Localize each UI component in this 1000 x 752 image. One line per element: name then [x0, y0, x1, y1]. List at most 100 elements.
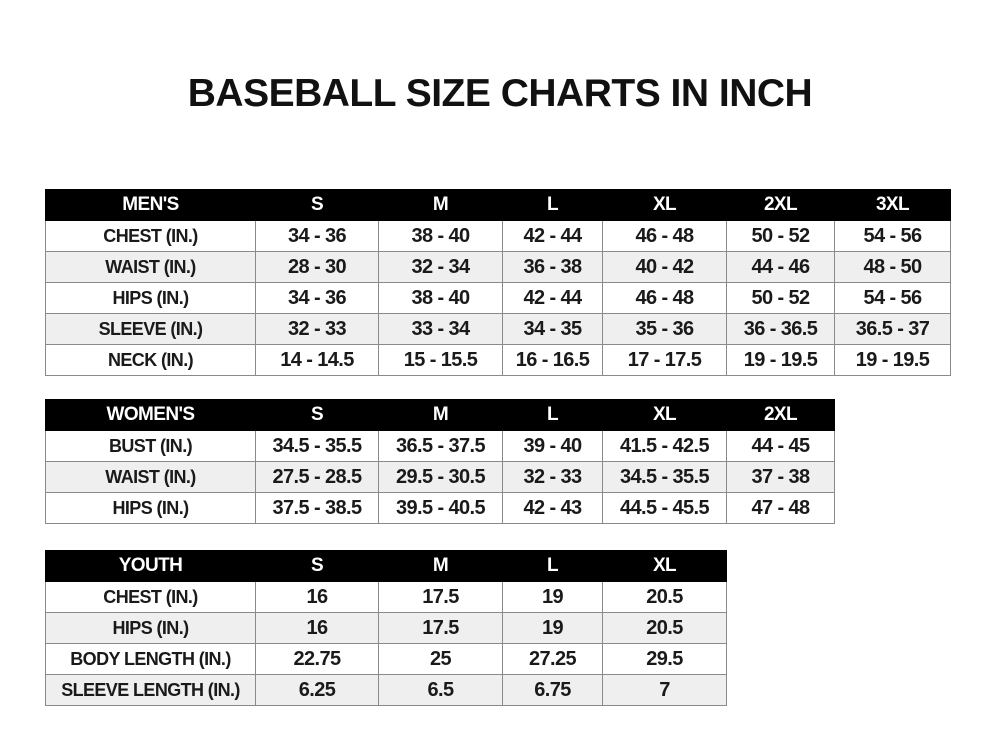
size-header: S	[255, 189, 379, 221]
category-header: MEN'S	[45, 189, 256, 221]
size-value: 34 - 36	[255, 220, 379, 252]
category-header: YOUTH	[45, 550, 256, 582]
table-row: CHEST (IN.) 34 - 36 38 - 40 42 - 44 46 - 48 5…	[45, 220, 951, 252]
size-header: XL	[602, 189, 727, 221]
size-value: 39.5 - 40.5	[378, 492, 503, 524]
measurement-label: BUST (IN.)	[45, 430, 256, 462]
table-row: WAIST (IN.) 27.5 - 28.5 29.5 - 30.5 32 - 33…	[45, 461, 835, 493]
size-value: 38 - 40	[378, 282, 503, 314]
size-value: 25	[378, 643, 503, 675]
size-header: M	[378, 550, 503, 582]
size-header: 2XL	[726, 399, 835, 431]
size-value: 32 - 33	[255, 313, 379, 345]
size-value: 42 - 44	[502, 282, 603, 314]
size-value: 22.75	[255, 643, 379, 675]
size-value: 17.5	[378, 581, 503, 613]
size-value: 15 - 15.5	[378, 344, 503, 376]
header-row: WOMEN'S S M L XL 2XL	[45, 399, 835, 431]
size-header: M	[378, 189, 503, 221]
size-value: 48 - 50	[834, 251, 951, 283]
measurement-label: CHEST (IN.)	[45, 581, 256, 613]
size-value: 19 - 19.5	[834, 344, 951, 376]
size-value: 27.5 - 28.5	[255, 461, 379, 493]
measurement-label: HIPS (IN.)	[45, 282, 256, 314]
table-row: HIPS (IN.) 16 17.5 19 20.5	[45, 612, 727, 644]
size-header: S	[255, 550, 379, 582]
size-value: 19 - 19.5	[726, 344, 835, 376]
size-value: 34.5 - 35.5	[255, 430, 379, 462]
size-value: 38 - 40	[378, 220, 503, 252]
measurement-label: BODY LENGTH (IN.)	[45, 643, 256, 675]
size-value: 36.5 - 37.5	[378, 430, 503, 462]
measurement-label: WAIST (IN.)	[45, 251, 256, 283]
size-header: 2XL	[726, 189, 835, 221]
size-value: 40 - 42	[602, 251, 727, 283]
measurement-label: SLEEVE (IN.)	[45, 313, 256, 345]
size-value: 28 - 30	[255, 251, 379, 283]
size-value: 34 - 35	[502, 313, 603, 345]
page-title: BASEBALL SIZE CHARTS IN INCH	[187, 72, 813, 115]
size-header: XL	[602, 550, 727, 582]
table-row: SLEEVE (IN.) 32 - 33 33 - 34 34 - 35 35 - 36…	[45, 313, 951, 345]
measurement-label: HIPS (IN.)	[45, 612, 256, 644]
size-value: 33 - 34	[378, 313, 503, 345]
size-value: 7	[602, 674, 727, 706]
size-value: 35 - 36	[602, 313, 727, 345]
size-value: 44.5 - 45.5	[602, 492, 727, 524]
category-header: WOMEN'S	[45, 399, 256, 431]
table-row: HIPS (IN.) 34 - 36 38 - 40 42 - 44 46 - 48 50…	[45, 282, 951, 314]
size-value: 20.5	[602, 612, 727, 644]
size-value: 36 - 36.5	[726, 313, 835, 345]
size-value: 54 - 56	[834, 220, 951, 252]
size-value: 34 - 36	[255, 282, 379, 314]
size-value: 44 - 45	[726, 430, 835, 462]
measurement-label: SLEEVE LENGTH (IN.)	[45, 674, 256, 706]
size-value: 47 - 48	[726, 492, 835, 524]
mens-size-table: MEN'S S M L XL 2XL 3XL CHEST (IN.) 34 - 36 38 - 4…	[45, 189, 951, 376]
size-value: 16	[255, 581, 379, 613]
size-value: 37.5 - 38.5	[255, 492, 379, 524]
size-value: 54 - 56	[834, 282, 951, 314]
size-header: M	[378, 399, 503, 431]
size-value: 41.5 - 42.5	[602, 430, 727, 462]
size-value: 14 - 14.5	[255, 344, 379, 376]
size-header: L	[502, 399, 603, 431]
size-value: 29.5	[602, 643, 727, 675]
table-row: BUST (IN.) 34.5 - 35.5 36.5 - 37.5 39 - 40 4…	[45, 430, 835, 462]
table-row: NECK (IN.) 14 - 14.5 15 - 15.5 16 - 16.5 17 …	[45, 344, 951, 376]
size-value: 44 - 46	[726, 251, 835, 283]
size-value: 17 - 17.5	[602, 344, 727, 376]
size-header: S	[255, 399, 379, 431]
size-header: L	[502, 550, 603, 582]
size-header: XL	[602, 399, 727, 431]
size-value: 39 - 40	[502, 430, 603, 462]
size-value: 20.5	[602, 581, 727, 613]
size-value: 42 - 44	[502, 220, 603, 252]
table-row: CHEST (IN.) 16 17.5 19 20.5	[45, 581, 727, 613]
table-row: HIPS (IN.) 37.5 - 38.5 39.5 - 40.5 42 - 43 4…	[45, 492, 835, 524]
size-header: 3XL	[834, 189, 951, 221]
size-value: 17.5	[378, 612, 503, 644]
header-row: MEN'S S M L XL 2XL 3XL	[45, 189, 951, 221]
youth-size-table: YOUTH S M L XL CHEST (IN.) 16 17.5 19 20.5 HIPS (I…	[45, 550, 727, 706]
size-value: 46 - 48	[602, 220, 727, 252]
size-value: 19	[502, 581, 603, 613]
size-value: 34.5 - 35.5	[602, 461, 727, 493]
measurement-label: CHEST (IN.)	[45, 220, 256, 252]
size-value: 32 - 33	[502, 461, 603, 493]
size-value: 37 - 38	[726, 461, 835, 493]
size-value: 36.5 - 37	[834, 313, 951, 345]
size-value: 27.25	[502, 643, 603, 675]
measurement-label: HIPS (IN.)	[45, 492, 256, 524]
measurement-label: WAIST (IN.)	[45, 461, 256, 493]
size-value: 6.5	[378, 674, 503, 706]
size-value: 42 - 43	[502, 492, 603, 524]
size-value: 50 - 52	[726, 282, 835, 314]
table-row: BODY LENGTH (IN.) 22.75 25 27.25 29.5	[45, 643, 727, 675]
measurement-label: NECK (IN.)	[45, 344, 256, 376]
size-header: L	[502, 189, 603, 221]
womens-size-table: WOMEN'S S M L XL 2XL BUST (IN.) 34.5 - 35.5 36.5…	[45, 399, 835, 524]
size-value: 6.25	[255, 674, 379, 706]
size-value: 36 - 38	[502, 251, 603, 283]
size-value: 50 - 52	[726, 220, 835, 252]
